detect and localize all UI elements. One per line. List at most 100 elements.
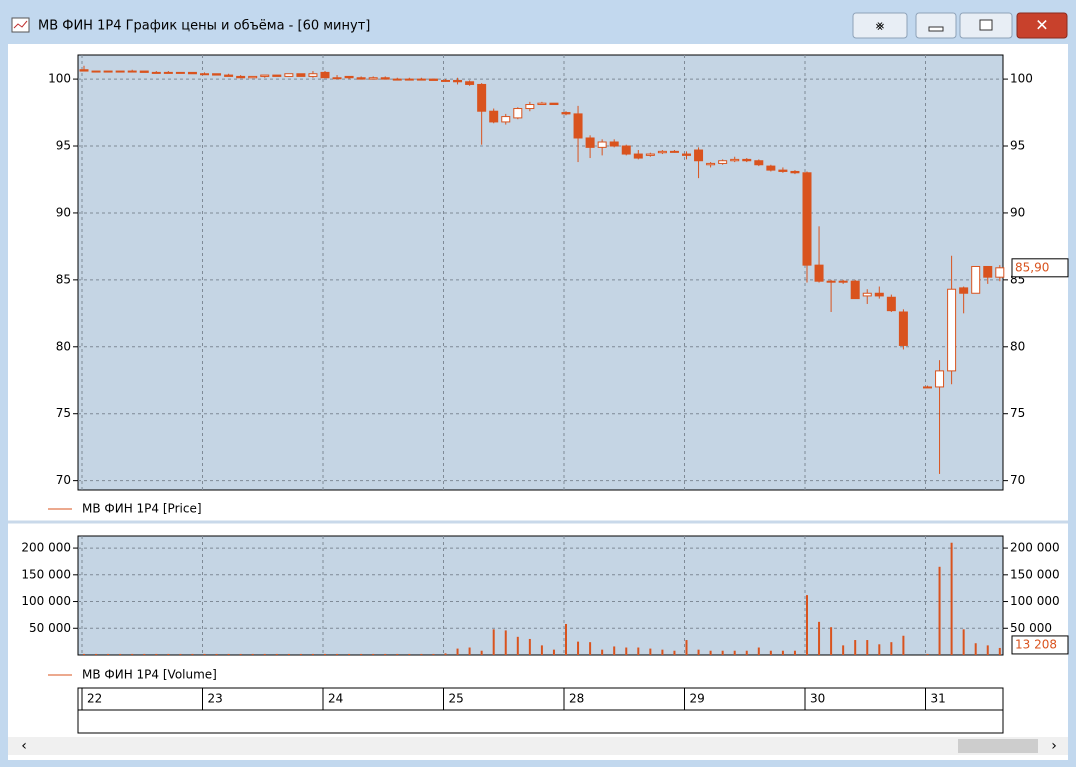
- bar: [131, 653, 134, 655]
- candle-body: [356, 77, 366, 80]
- bar: [830, 627, 833, 655]
- candle-body: [633, 153, 643, 159]
- bar: [287, 653, 290, 655]
- bar: [697, 649, 700, 655]
- x-tick-label: 29: [690, 692, 705, 706]
- candle-body: [296, 73, 306, 77]
- candle-body: [501, 116, 511, 123]
- bar: [516, 636, 519, 655]
- candle-body: [959, 287, 969, 294]
- candle-body: [477, 83, 487, 112]
- y-tick-label: 90: [56, 205, 71, 219]
- x-tick-label: 28: [569, 692, 584, 706]
- bar: [504, 630, 507, 655]
- candle-body: [308, 73, 318, 77]
- candle-body: [441, 79, 450, 82]
- candle-body: [103, 70, 113, 73]
- scroll-right[interactable]: ›: [1051, 738, 1057, 754]
- bar: [745, 650, 748, 655]
- bar: [95, 653, 98, 655]
- bar: [793, 650, 796, 655]
- x-tick-label: 25: [449, 692, 464, 706]
- bar: [143, 653, 146, 655]
- candle-body: [163, 71, 173, 74]
- bar: [890, 642, 893, 655]
- candle-body: [597, 141, 607, 148]
- last-value-box: [1011, 635, 1069, 655]
- bar: [275, 653, 278, 655]
- bar: [251, 653, 254, 655]
- candle-body: [320, 71, 330, 79]
- window-icon: [11, 17, 30, 33]
- candle-body: [657, 150, 667, 154]
- bar: [625, 647, 628, 655]
- candle-body: [404, 78, 414, 81]
- candle-body: [730, 158, 740, 162]
- candle-body: [766, 165, 776, 171]
- scrollbar[interactable]: [8, 737, 1068, 755]
- candle-body: [790, 170, 800, 174]
- bar: [781, 650, 784, 655]
- candle-body: [332, 77, 342, 80]
- bar: [468, 647, 471, 655]
- bar: [613, 646, 616, 655]
- bar: [480, 650, 483, 655]
- bar: [263, 653, 266, 655]
- bar: [324, 653, 326, 655]
- candle-body: [718, 160, 728, 164]
- candle-body: [826, 280, 836, 283]
- candle-body: [838, 280, 848, 283]
- bar: [721, 650, 724, 655]
- bar: [239, 653, 242, 655]
- bar: [986, 645, 989, 655]
- candle-body: [380, 77, 390, 80]
- candle-body: [886, 296, 896, 312]
- y-tick-label: 75: [1010, 406, 1025, 420]
- candle-body: [453, 79, 463, 83]
- candle-body: [983, 265, 993, 278]
- bar: [372, 653, 375, 655]
- x-tick-label: 23: [208, 692, 223, 706]
- x-tick-label: 31: [931, 692, 946, 706]
- minimize-button[interactable]: [915, 12, 957, 39]
- candle-body: [224, 74, 234, 77]
- bar: [528, 638, 531, 655]
- y-tick-label: 150 000: [1010, 567, 1060, 581]
- candle-body: [272, 74, 282, 77]
- y-tick-label: 80: [56, 339, 71, 353]
- bar: [396, 653, 399, 655]
- bar: [299, 653, 302, 655]
- bar: [227, 653, 230, 655]
- bar: [842, 645, 845, 655]
- candle-body: [465, 81, 475, 85]
- bar: [926, 653, 929, 655]
- y-tick-label: 200 000: [1010, 541, 1060, 555]
- bar: [878, 644, 881, 655]
- bar: [733, 650, 736, 655]
- y-tick-label: 50 000: [29, 621, 71, 635]
- bar: [107, 653, 110, 655]
- bar: [709, 650, 712, 655]
- bar: [444, 653, 447, 655]
- window-icon: [13, 20, 28, 29]
- candle-body: [814, 264, 824, 282]
- pin-button[interactable]: [852, 12, 908, 39]
- candle-body: [935, 370, 945, 388]
- x-tick-label: 22: [87, 692, 102, 706]
- candle-body: [260, 74, 270, 77]
- legend-label: МВ ФИН 1Р4 [Price]: [82, 502, 202, 516]
- candle-body: [236, 75, 246, 79]
- candle-body: [754, 160, 764, 166]
- candle-body: [416, 78, 426, 81]
- bar: [492, 629, 495, 655]
- scroll-left[interactable]: ‹: [21, 738, 27, 754]
- close-button[interactable]: [1016, 12, 1068, 39]
- candle-body: [344, 75, 354, 79]
- candle-body: [609, 141, 619, 147]
- scroll-thumb[interactable]: [958, 739, 1038, 753]
- candle-body: [151, 71, 161, 74]
- bar: [203, 653, 206, 655]
- y-tick-label: 80: [1010, 339, 1025, 353]
- close-icon: ✕: [1035, 16, 1048, 35]
- bar: [179, 653, 182, 655]
